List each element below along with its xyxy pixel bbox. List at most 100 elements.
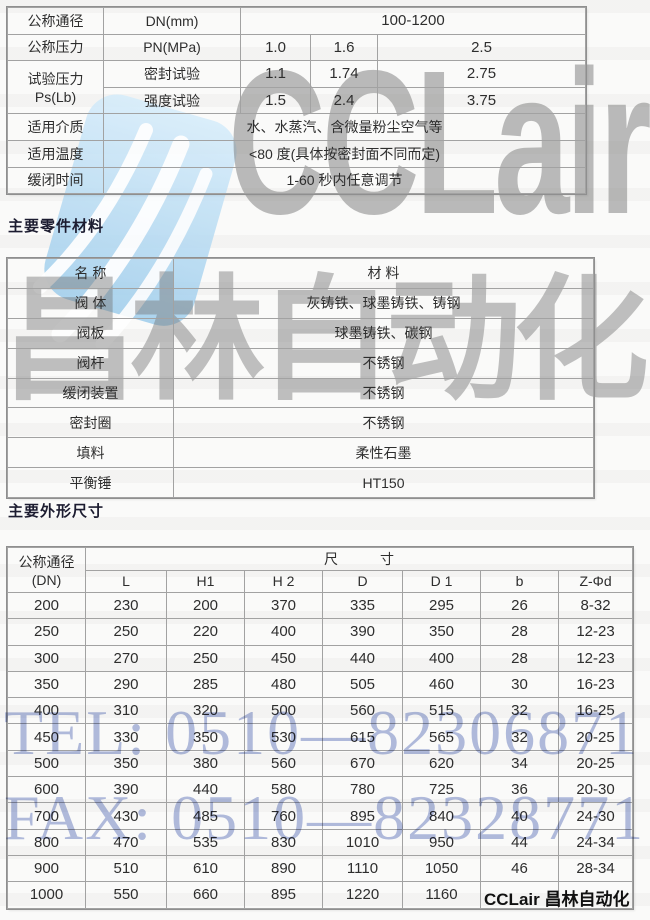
- dim-cell: 350: [7, 670, 86, 699]
- dim-cell: 1000: [7, 881, 86, 909]
- dim-cell: 900: [7, 854, 86, 883]
- spec-sublabel: PN(MPa): [103, 33, 241, 62]
- dim-cell: 295: [402, 591, 481, 620]
- dim-cell: 760: [244, 802, 323, 830]
- dim-cell: 270: [85, 644, 167, 672]
- materials-body: 阀 体灰铸铁、球墨铸铁、铸钢 阀板 球墨铸铁、碳钢 阀杆 不锈钢 缓闭装置 不锈钢 密封圈 不锈…: [7, 287, 594, 499]
- dim-cell: 615: [322, 723, 403, 751]
- dim-col-header: D 1: [402, 569, 481, 593]
- spec-row-pn: 公称压力 PN(MPa) 1.0 1.6 2.5: [7, 33, 587, 62]
- dim-cell: 26: [480, 591, 559, 620]
- dim-cell: 800: [7, 828, 86, 856]
- materials-row: 密封圈 不锈钢: [7, 407, 594, 439]
- spec-label: 公称压力: [7, 33, 104, 62]
- dim-cell: 560: [322, 697, 403, 725]
- dim-cell: 36: [480, 776, 559, 804]
- dim-cell: 200: [166, 591, 245, 620]
- dim-row: 200 230 200 370 335 295 26 8-32: [7, 591, 634, 620]
- materials-header-row: 名 称 材 料: [7, 258, 594, 289]
- dim-cell: 890: [244, 854, 323, 883]
- dim-col-header: D: [322, 569, 403, 593]
- dim-cell: 28: [480, 644, 559, 672]
- materials-cell: 不锈钢: [173, 377, 594, 409]
- spec-value: <80 度(具体按密封面不同而定): [102, 139, 587, 168]
- spec-value: 水、水蒸汽、含微量粉尘空气等: [102, 113, 587, 141]
- materials-row: 阀杆 不锈钢: [7, 347, 594, 379]
- dim-cell: 390: [322, 618, 403, 646]
- materials-cell: 不锈钢: [173, 407, 594, 439]
- dim-cell: 250: [7, 618, 86, 646]
- dim-header-group-row: 公称通径 (DN) 尺 寸: [7, 547, 634, 593]
- dim-row: 500 350 380 560 670 620 34 20-25: [7, 749, 634, 778]
- spec-label: 适用温度: [7, 139, 104, 168]
- tel-watermark: TEL: 0510—82306871: [4, 697, 640, 768]
- dim-cell: 350: [85, 749, 167, 778]
- dim-cell: 20-25: [557, 749, 634, 778]
- dim-cell: 200: [7, 591, 86, 620]
- spec-value: 1-60 秒内任意调节: [102, 166, 587, 195]
- dim-cell: 500: [244, 697, 323, 725]
- dim-cell: 12-23: [557, 618, 634, 646]
- dim-col-header: Z-Φd: [557, 569, 634, 593]
- spec-label-line2: Ps(Lb): [34, 89, 77, 106]
- dim-cell: 370: [244, 591, 323, 620]
- dim-cell: 1160: [402, 881, 481, 909]
- dim-cell: 460: [402, 670, 481, 699]
- dimensions-table: 公称通径 (DN) 尺 寸 L H1 H 2 D D 1 b Z-Φd 200 2…: [7, 547, 634, 909]
- dim-cell: 40: [480, 802, 559, 830]
- dim-cell: 350: [402, 618, 481, 646]
- dim-corner-cell: 公称通径 (DN): [7, 547, 86, 593]
- dim-cell: 24-30: [557, 802, 634, 830]
- dim-cell: 8-32: [557, 591, 634, 620]
- dim-cell: 24-34: [557, 828, 634, 856]
- dim-cell: 430: [85, 802, 167, 830]
- dim-cell: 450: [244, 644, 323, 672]
- dim-cell: 12-23: [557, 644, 634, 672]
- dim-cell: 440: [322, 644, 403, 672]
- dim-col-header: L: [85, 569, 167, 593]
- dim-cell: 780: [322, 776, 403, 804]
- materials-row: 缓闭装置 不锈钢: [7, 377, 594, 409]
- dim-cell: 46: [480, 854, 559, 883]
- dim-cell: 660: [166, 881, 245, 909]
- dim-col-header: H 2: [244, 569, 323, 593]
- dim-cell: 895: [322, 802, 403, 830]
- dim-cell: 20-25: [557, 723, 634, 751]
- dim-corner-line1: 公称通径: [18, 554, 75, 570]
- dim-cell: 34: [480, 749, 559, 778]
- dimensions-section-title: 主要外形尺寸: [8, 503, 105, 520]
- materials-cell: 阀 体: [7, 287, 174, 319]
- dim-cell: 565: [402, 723, 481, 751]
- spec-sublabel: 密封试验: [103, 60, 241, 88]
- dim-cell: 440: [166, 776, 245, 804]
- dim-row: 1000 550 660 895 1220 1160: [7, 881, 634, 909]
- materials-cell: HT150: [173, 467, 594, 499]
- dim-cell: 610: [166, 854, 245, 883]
- dim-row: 600 390 440 580 780 725 36 20-30: [7, 776, 634, 804]
- dim-group-header: 尺 寸: [84, 547, 634, 571]
- spec-table: 公称通径 DN(mm) 100-1200 公称压力 PN(MPa) 1.0 1.…: [7, 7, 587, 195]
- spec-label: 试验压力 Ps(Lb): [7, 60, 104, 115]
- dim-cell: 16-23: [557, 670, 634, 699]
- dim-cell: 290: [85, 670, 167, 699]
- spec-label: 适用介质: [7, 113, 104, 141]
- dim-cell: 505: [322, 670, 403, 699]
- dim-cell: 670: [322, 749, 403, 778]
- dim-cell: 1110: [322, 854, 403, 883]
- dim-cell: 480: [244, 670, 323, 699]
- materials-row: 填料 柔性石墨: [7, 437, 594, 469]
- dim-cell: 250: [166, 644, 245, 672]
- dim-row: 400 310 320 500 560 515 32 16-25: [7, 697, 634, 725]
- dim-cell: 390: [85, 776, 167, 804]
- materials-section-title: 主要零件材料: [8, 218, 105, 235]
- dim-cell: 335: [322, 591, 403, 620]
- spec-row-strength-test: 强度试验 1.5 2.4 3.75: [8, 86, 587, 115]
- spec-value: 1.5: [240, 86, 311, 115]
- dim-cell: 950: [402, 828, 481, 856]
- spec-value: 1.1: [240, 60, 311, 88]
- spec-row-seal-test: 试验压力 Ps(Lb) 密封试验 1.1 1.74 2.75: [7, 60, 587, 115]
- dim-cell: 28-34: [557, 854, 634, 883]
- dim-row: 700 430 485 760 895 840 40 24-30: [7, 802, 634, 830]
- materials-cell: 填料: [7, 437, 174, 469]
- dim-cell: [557, 881, 634, 909]
